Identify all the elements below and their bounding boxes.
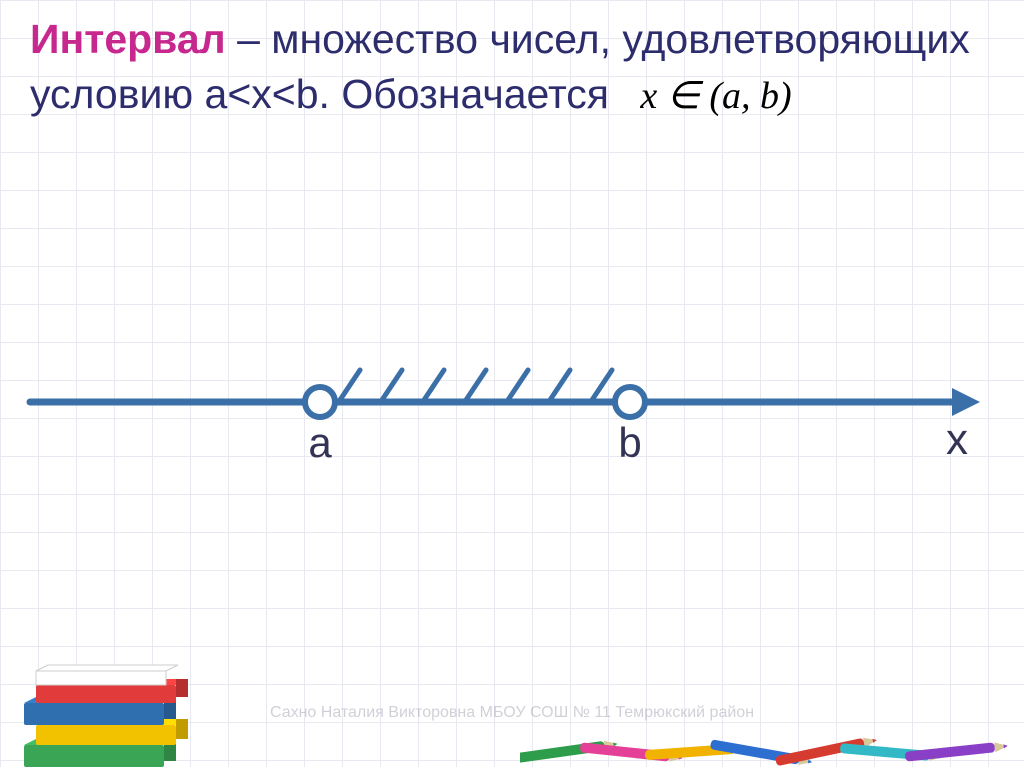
- heading-block: Интервал – множество чисел, удовлетворяю…: [30, 12, 994, 123]
- heading-notation: x ∈ (a, b): [640, 75, 791, 117]
- svg-text:x: x: [946, 415, 968, 464]
- number-line-diagram: abx: [20, 320, 990, 520]
- books-illustration: [20, 617, 200, 767]
- pens-illustration: [520, 697, 1020, 777]
- heading-keyword: Интервал: [30, 16, 226, 62]
- svg-text:b: b: [618, 419, 641, 466]
- svg-text:a: a: [308, 419, 332, 466]
